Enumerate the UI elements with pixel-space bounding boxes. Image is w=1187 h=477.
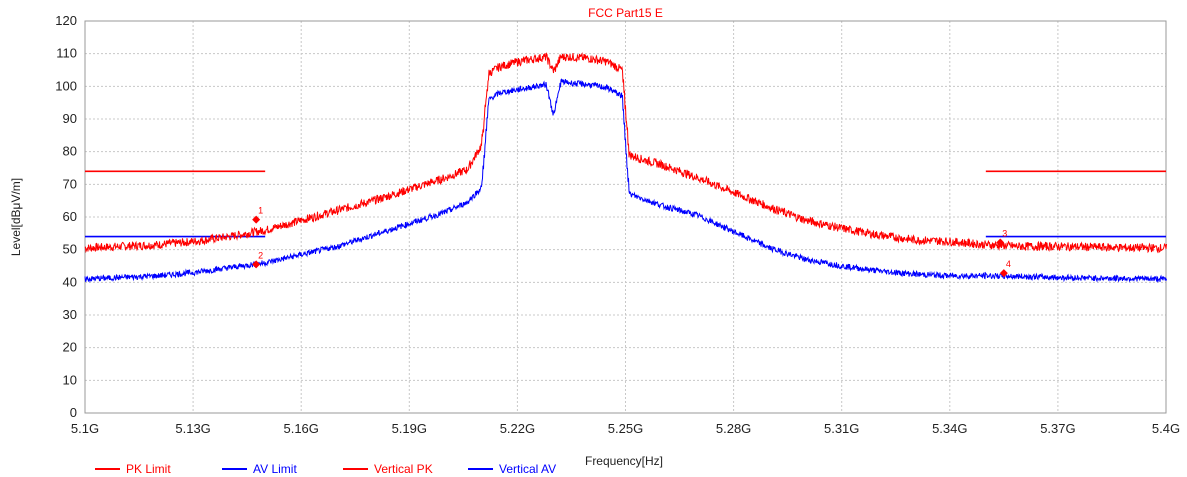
y-tick-label: 100 bbox=[55, 78, 77, 93]
y-tick-label: 80 bbox=[63, 144, 77, 159]
marker-label: 3 bbox=[1002, 228, 1007, 238]
y-tick-label: 110 bbox=[56, 46, 77, 61]
marker-3 bbox=[996, 238, 1005, 247]
vertical-pk-trace bbox=[84, 51, 1167, 254]
y-tick-labels: 0 10 20 30 40 50 60 70 80 90 100 110 120 bbox=[55, 13, 77, 420]
x-tick-label: 5.28G bbox=[716, 421, 751, 436]
legend-item: AV Limit bbox=[222, 462, 297, 476]
grid bbox=[84, 20, 1167, 414]
x-tick-label: 5.1G bbox=[71, 421, 99, 436]
legend-label: Vertical PK bbox=[374, 462, 433, 476]
x-tick-label: 5.34G bbox=[932, 421, 967, 436]
legend-item: PK Limit bbox=[95, 462, 171, 476]
y-tick-label: 50 bbox=[63, 242, 77, 257]
vertical-av-trace bbox=[84, 78, 1167, 283]
marker-1 bbox=[252, 215, 261, 224]
markers: 1 2 3 4 bbox=[252, 206, 1011, 278]
legend-item: Vertical PK bbox=[343, 462, 433, 476]
x-tick-label: 5.16G bbox=[283, 421, 318, 436]
x-axis-label: Frequency[Hz] bbox=[585, 454, 663, 468]
y-tick-label: 10 bbox=[63, 372, 77, 387]
y-tick-label: 40 bbox=[63, 274, 77, 289]
x-tick-label: 5.19G bbox=[392, 421, 427, 436]
y-tick-label: 70 bbox=[63, 176, 77, 191]
x-tick-label: 5.22G bbox=[500, 421, 535, 436]
y-axis-label: Level[dBμV/m] bbox=[9, 178, 23, 256]
marker-4 bbox=[999, 269, 1008, 278]
y-tick-label: 20 bbox=[63, 340, 77, 355]
x-tick-labels: 5.1G 5.13G 5.16G 5.19G 5.22G 5.25G 5.28G 5.31G 5… bbox=[71, 421, 1180, 436]
x-tick-label: 5.31G bbox=[824, 421, 859, 436]
marker-label: 1 bbox=[258, 206, 263, 216]
plot-frame bbox=[84, 20, 1167, 414]
legend-item: Vertical AV bbox=[468, 462, 556, 476]
marker-label: 2 bbox=[258, 250, 263, 260]
x-tick-label: 5.13G bbox=[175, 421, 210, 436]
legend-label: AV Limit bbox=[253, 462, 297, 476]
x-tick-label: 5.37G bbox=[1040, 421, 1075, 436]
x-tick-label: 5.25G bbox=[608, 421, 643, 436]
traces bbox=[84, 51, 1167, 283]
y-tick-label: 60 bbox=[63, 209, 77, 224]
y-tick-label: 90 bbox=[63, 111, 77, 126]
x-tick-label: 5.4G bbox=[1152, 421, 1180, 436]
legend: PK Limit AV Limit Vertical PK Vertical AV bbox=[95, 462, 556, 476]
legend-label: PK Limit bbox=[126, 462, 171, 476]
marker-2 bbox=[252, 260, 261, 269]
y-tick-label: 30 bbox=[63, 307, 77, 322]
y-tick-label: 120 bbox=[55, 13, 77, 28]
marker-label: 4 bbox=[1006, 259, 1011, 269]
legend-label: Vertical AV bbox=[499, 462, 556, 476]
chart-title: FCC Part15 E bbox=[588, 6, 663, 20]
y-tick-label: 0 bbox=[70, 405, 77, 420]
